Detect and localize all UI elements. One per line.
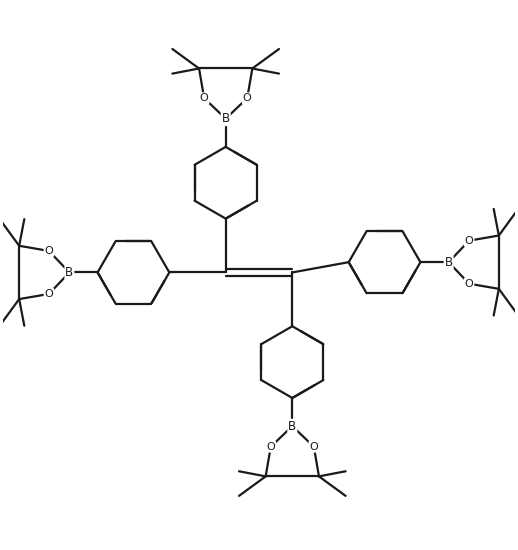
Text: O: O [45, 289, 53, 299]
Text: O: O [243, 93, 252, 103]
Text: O: O [45, 246, 53, 256]
Text: B: B [288, 420, 296, 433]
Text: O: O [266, 442, 275, 452]
Text: B: B [65, 266, 74, 279]
Text: B: B [444, 256, 453, 269]
Text: O: O [200, 93, 209, 103]
Text: O: O [465, 279, 473, 289]
Text: O: O [465, 235, 473, 246]
Text: O: O [309, 442, 318, 452]
Text: B: B [222, 112, 230, 125]
